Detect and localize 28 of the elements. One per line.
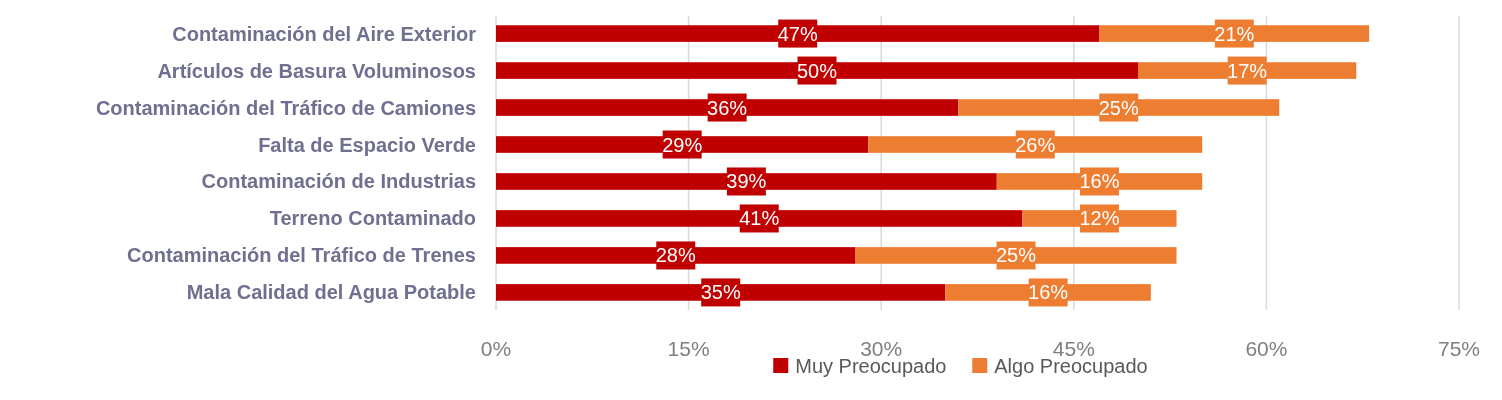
x-tick-label: 15%: [667, 337, 710, 360]
data-label: 28%: [655, 244, 696, 267]
data-label: 47%: [777, 22, 818, 45]
data-label: 25%: [1098, 96, 1139, 119]
y-tick-label: Contaminación de Industrias: [201, 170, 476, 193]
y-tick-label: Contaminación del Tráfico de Camiones: [95, 96, 476, 119]
y-tick-label: Terreno Contaminado: [269, 207, 476, 230]
y-tick-label: Falta de Espacio Verde: [258, 133, 476, 156]
data-label: 21%: [1214, 22, 1255, 45]
data-label: 12%: [1079, 207, 1120, 230]
data-label: 39%: [726, 170, 767, 193]
x-tick-label: 75%: [1437, 337, 1481, 360]
y-tick-label: Contaminación del Tráfico de Trenes: [127, 244, 476, 267]
x-tick-label: 0%: [480, 337, 512, 360]
data-label: 16%: [1079, 170, 1120, 193]
data-label: 26%: [1015, 133, 1056, 156]
y-tick-label: Mala Calidad del Agua Potable: [186, 281, 476, 304]
data-label: 25%: [996, 244, 1037, 267]
data-label: 29%: [662, 133, 703, 156]
x-tick-label: 60%: [1245, 337, 1288, 360]
data-label: 16%: [1028, 281, 1069, 304]
y-tick-label: Contaminación del Aire Exterior: [172, 22, 477, 45]
data-label: 17%: [1227, 59, 1268, 82]
y-tick-label: Artículos de Basura Voluminosos: [157, 59, 476, 82]
data-label: 36%: [707, 96, 748, 119]
data-label: 41%: [739, 207, 780, 230]
data-label: 50%: [796, 59, 838, 82]
data-label: 35%: [700, 281, 741, 304]
